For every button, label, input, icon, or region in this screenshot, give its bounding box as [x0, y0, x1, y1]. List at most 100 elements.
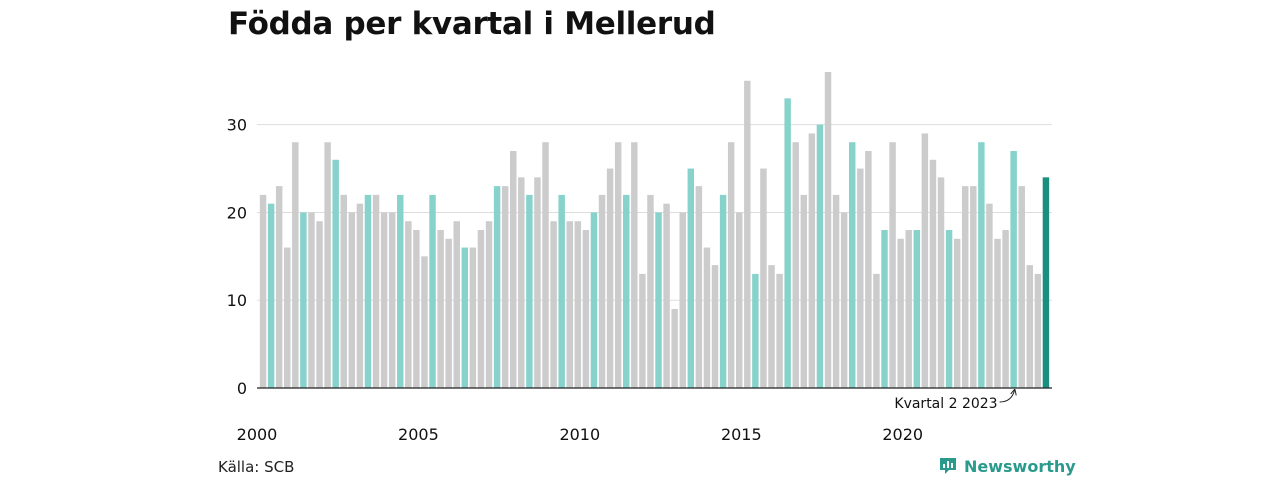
source-note: Källa: SCB	[218, 458, 295, 476]
bar	[429, 194, 436, 388]
bar	[921, 133, 929, 388]
bar	[397, 194, 404, 388]
bar	[606, 168, 614, 388]
bar	[711, 265, 719, 388]
bar	[623, 194, 630, 388]
bar	[679, 212, 686, 388]
bar	[1042, 177, 1050, 388]
bar	[889, 142, 896, 388]
x-tick-label: 2020	[882, 425, 923, 444]
annotation: Kvartal 2 2023	[894, 390, 1014, 412]
bar	[937, 177, 945, 388]
bar	[453, 221, 460, 388]
bar	[873, 273, 880, 388]
bar	[913, 230, 921, 388]
bar	[614, 142, 622, 388]
x-tick-label: 2000	[237, 425, 278, 444]
bar	[816, 124, 824, 389]
bar	[534, 177, 541, 388]
chart-title: Födda per kvartal i Mellerud	[228, 6, 716, 42]
bar	[945, 230, 953, 388]
bar	[663, 203, 670, 388]
bar	[832, 194, 840, 388]
x-axis: 2000 2005 2010 2015 2020	[237, 425, 923, 444]
bar	[259, 194, 267, 388]
y-tick-label: 30	[227, 116, 247, 135]
bar	[808, 133, 816, 388]
x-tick-label: 2005	[398, 425, 439, 444]
bar	[308, 212, 315, 388]
bar	[865, 151, 872, 388]
bar	[364, 194, 372, 388]
bar	[574, 221, 582, 388]
bar	[970, 186, 977, 388]
brand-name: Newsworthy	[964, 456, 1076, 476]
bar	[719, 194, 727, 388]
bar	[316, 221, 323, 388]
bar	[752, 273, 759, 388]
bar	[792, 142, 799, 388]
bar	[469, 247, 477, 388]
bar	[961, 186, 969, 388]
bar	[485, 221, 493, 388]
bar	[324, 142, 331, 388]
bar	[518, 177, 525, 388]
bar	[840, 212, 848, 388]
bar	[631, 142, 638, 388]
bar	[857, 168, 864, 388]
bar	[388, 212, 396, 388]
bar	[275, 186, 283, 388]
brand-logo: Newsworthy	[938, 456, 1076, 476]
bar	[267, 203, 275, 388]
x-tick-label: 2015	[721, 425, 762, 444]
bar	[1034, 273, 1042, 388]
bar	[736, 212, 743, 388]
bar	[598, 194, 606, 388]
bar	[582, 230, 590, 388]
bar	[284, 247, 291, 388]
bar	[929, 159, 937, 388]
bar	[558, 194, 565, 388]
bar	[332, 159, 339, 388]
y-tick-label: 20	[227, 203, 247, 222]
bar	[348, 212, 356, 388]
bar	[340, 194, 347, 388]
bar	[1026, 265, 1034, 388]
bar	[953, 238, 961, 388]
bar	[848, 142, 856, 388]
bar	[566, 221, 573, 388]
bar	[744, 80, 751, 388]
bar	[647, 194, 654, 388]
bar	[905, 230, 912, 388]
bar	[380, 212, 388, 388]
bar	[639, 273, 646, 388]
bar	[437, 230, 444, 388]
bar	[824, 72, 832, 388]
bar	[776, 273, 783, 388]
bar	[687, 168, 695, 388]
bar	[445, 238, 452, 388]
bar	[800, 194, 808, 388]
bar	[526, 194, 533, 388]
bar	[897, 238, 904, 388]
bar	[671, 309, 678, 388]
y-tick-label: 0	[237, 379, 247, 398]
bar	[727, 142, 735, 388]
bars	[259, 72, 1050, 389]
bar	[356, 203, 364, 388]
bar	[695, 186, 703, 388]
bar	[986, 203, 993, 388]
bar	[994, 238, 1001, 388]
bar	[421, 256, 428, 388]
bar	[405, 221, 412, 388]
bar	[881, 230, 888, 388]
bar	[300, 212, 307, 388]
annotation-arrow	[999, 390, 1015, 403]
bar	[501, 186, 509, 388]
y-tick-label: 10	[227, 291, 247, 310]
bar	[477, 230, 485, 388]
bar	[784, 98, 791, 388]
bar	[703, 247, 711, 388]
annotation-label: Kvartal 2 2023	[894, 396, 997, 412]
